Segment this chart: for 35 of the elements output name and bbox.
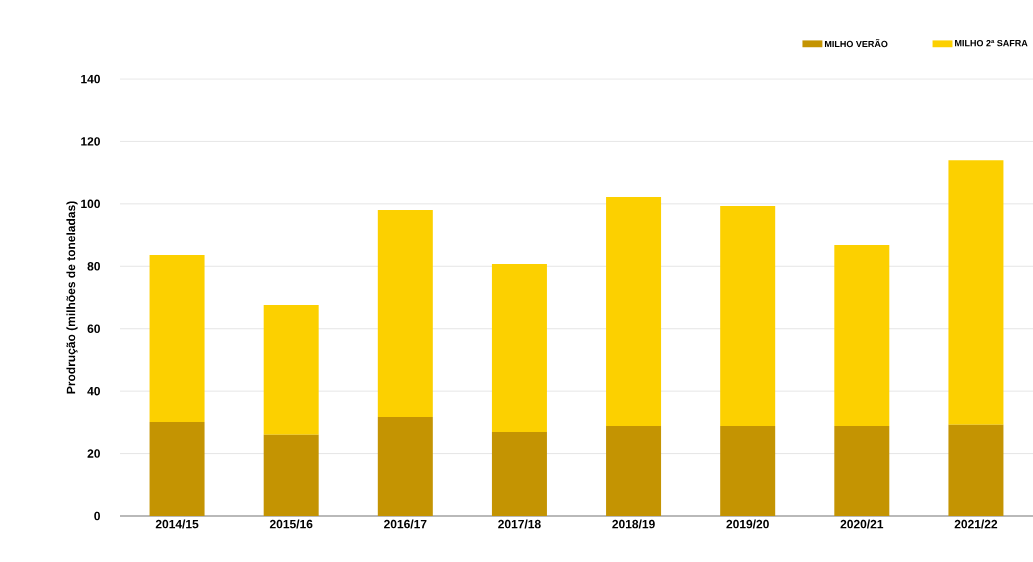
x-tick-label: 2016/17	[384, 519, 427, 529]
x-tick-label: 2021/22	[954, 519, 998, 529]
bar	[149, 422, 205, 516]
x-tick-label: 2018/19	[612, 519, 655, 529]
bar	[948, 160, 1004, 425]
y-tick-label: 80	[87, 262, 100, 271]
x-tick-label: 2014/15	[155, 519, 199, 529]
y-tick-label: 40	[87, 386, 100, 396]
x-tick-label: 2020/21	[840, 519, 884, 529]
bar	[606, 426, 662, 516]
y-tick-label: 100	[81, 199, 100, 209]
bar	[720, 206, 776, 427]
y-tick-label: 0	[94, 511, 100, 521]
x-tick-label: 2019/20	[726, 519, 769, 529]
bar	[377, 210, 433, 418]
bar	[606, 196, 662, 427]
y-axis-title: Prodrução (milhões de toneladas)	[66, 201, 78, 394]
x-tick-label: 2017/18	[498, 519, 541, 529]
bar	[263, 304, 319, 435]
bar	[834, 245, 890, 427]
bar	[491, 264, 547, 433]
bar	[720, 426, 776, 516]
x-tick-label: 2015/16	[269, 519, 313, 529]
bar	[948, 424, 1004, 516]
bar	[834, 426, 890, 516]
y-tick-label: 120	[81, 137, 100, 146]
y-tick-label: 60	[87, 324, 100, 333]
legend-label: MILHO VERÃO	[824, 39, 888, 48]
legend-label: MILHO 2ª SAFRA	[955, 39, 1028, 47]
bar	[491, 432, 547, 516]
y-tick-label: 140	[81, 74, 100, 84]
bar	[377, 417, 433, 516]
bar	[263, 434, 319, 516]
y-tick-label: 20	[87, 449, 100, 458]
bar	[149, 255, 205, 423]
